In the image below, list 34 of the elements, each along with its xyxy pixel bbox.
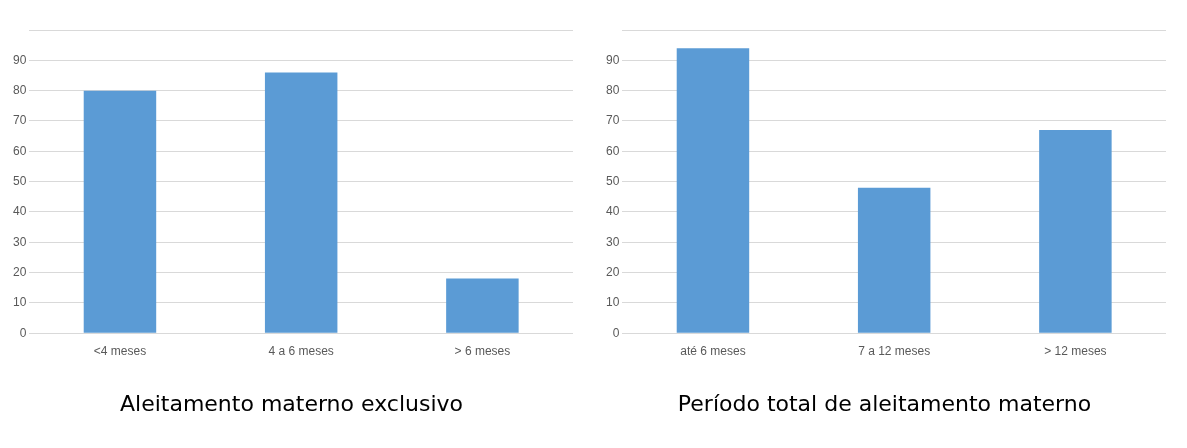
bar	[857, 187, 931, 333]
bar	[264, 72, 338, 333]
y-tick-label: 0	[612, 325, 620, 340]
x-tick-label: até 6 meses	[680, 343, 746, 358]
y-tick-label: 80	[605, 82, 620, 97]
x-tick-label: <4 meses	[93, 343, 147, 358]
y-tick-label: 0	[19, 325, 27, 340]
y-tick-label: 10	[605, 295, 620, 310]
y-tick-label: 20	[605, 264, 620, 279]
y-tick-label: 10	[12, 295, 27, 310]
text: Período total de aleitamento materno	[677, 390, 1092, 416]
text: Aleitamento materno exclusivo	[119, 390, 464, 416]
y-tick-label: 70	[12, 113, 27, 128]
bar	[446, 278, 519, 333]
y-tick-label: 70	[605, 113, 620, 128]
x-tick-label: > 12 meses	[1044, 343, 1107, 358]
y-tick-label: 40	[12, 204, 27, 219]
x-tick-label: > 6 meses	[454, 343, 511, 358]
y-tick-label: 80	[12, 82, 27, 97]
x-tick-label: 4 a 6 meses	[268, 343, 334, 358]
y-tick-label: 30	[605, 234, 620, 249]
y-tick-label: 60	[605, 143, 620, 158]
y-tick-label: 50	[12, 173, 27, 188]
x-tick-label: 7 a 12 meses	[858, 343, 931, 358]
bar	[676, 48, 750, 333]
y-tick-label: 90	[12, 52, 27, 67]
bar	[83, 90, 157, 333]
y-tick-label: 20	[12, 264, 27, 279]
y-tick-label: 90	[605, 52, 620, 67]
bar	[1039, 130, 1112, 333]
y-tick-label: 50	[605, 173, 620, 188]
y-tick-label: 40	[605, 204, 620, 219]
y-tick-label: 60	[12, 143, 27, 158]
y-tick-label: 30	[12, 234, 27, 249]
